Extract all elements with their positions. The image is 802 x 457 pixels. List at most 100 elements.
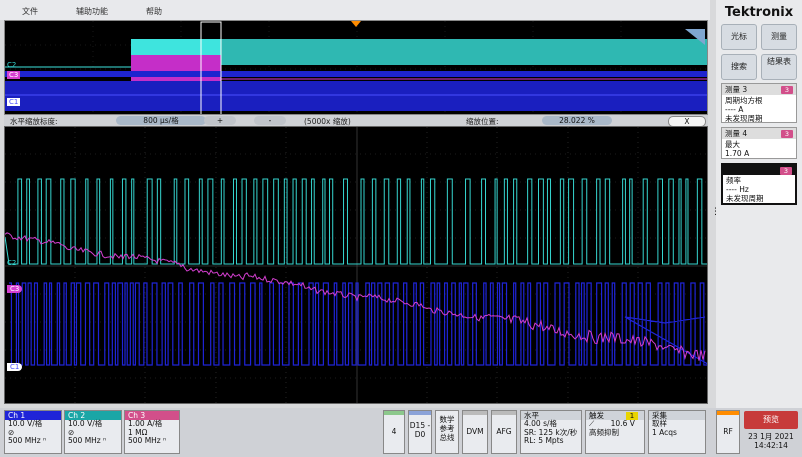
measurement-4-title: 测量 4	[722, 128, 796, 139]
ch3-coupling: 1 MΩ	[128, 427, 148, 437]
dvm-color-bar	[463, 411, 487, 415]
brand-logo: Tektronix	[724, 5, 794, 20]
measurement-5-status: 未发现周期	[726, 194, 764, 203]
ch3-bandwidth: 500 MHz ⁿ	[128, 436, 167, 445]
zoom-bar: 水平缩放标度: 800 μs/格 + - (5000x 缩放) 缩放位置: 28…	[4, 115, 708, 127]
ch1-scale: 10.0 V/格	[8, 419, 43, 428]
ch1-bandwidth: 500 MHz ⁿ	[8, 436, 47, 445]
zoom-scale-label: 水平缩放标度:	[10, 117, 58, 126]
measurement-3-type: 周期均方根	[725, 96, 763, 105]
ch1-trace	[9, 282, 707, 366]
horizontal-sample-rate: SR: 125 k次/秒	[524, 427, 578, 437]
measurement-3-value: ---- A	[725, 105, 744, 114]
ch4-button[interactable]: 4	[383, 410, 405, 454]
cursor-button[interactable]: 光标	[721, 24, 757, 50]
measurement-5-type: 频率	[726, 176, 741, 185]
ch1-badge[interactable]: Ch 1 10.0 V/格 ⊘ 500 MHz ⁿ	[4, 410, 62, 454]
side-panel-drag-handle[interactable]: ⋮	[711, 208, 720, 226]
overview-trace-svg	[5, 21, 707, 114]
digital-color-bar	[409, 411, 431, 415]
zoom-position-field[interactable]: 28.022 %	[542, 116, 612, 125]
menu-bar: 文件 辅助功能 帮助	[0, 0, 710, 20]
math-ref-bus-label: 数学 参考 总线	[439, 415, 455, 442]
trigger-source-badge: 1	[626, 412, 638, 420]
measurement-4-card[interactable]: 测量 4 3 最大 1.70 A	[721, 127, 797, 159]
menu-file[interactable]: 文件	[22, 7, 38, 16]
ch2-title: Ch 2	[65, 411, 121, 420]
ch3-scale: 1.00 A/格	[128, 419, 163, 428]
ch2-badge[interactable]: Ch 2 10.0 V/格 ⊘ 500 MHz ⁿ	[64, 410, 122, 454]
menu-utility[interactable]: 辅助功能	[76, 7, 108, 16]
ch2-bandwidth: 500 MHz ⁿ	[68, 436, 107, 445]
horizontal-scale: 4.00 s/格	[524, 419, 558, 428]
rf-button[interactable]: RF	[716, 410, 740, 454]
main-c1-tag: C1	[7, 363, 23, 371]
date-display: 23 1月 2021	[748, 432, 794, 441]
trigger-badge[interactable]: 触发 1 ⟋ 10.6 V 高频抑制	[585, 410, 645, 454]
zoom-out-button[interactable]: -	[254, 116, 286, 125]
math-ref-bus-button[interactable]: 数学 参考 总线	[435, 410, 459, 454]
results-table-button[interactable]: 结果表	[761, 54, 797, 80]
main-c2-tag: C2	[7, 259, 17, 267]
ch2-trace	[5, 178, 707, 265]
acquire-mode: 取样	[652, 419, 667, 428]
measurement-4-value: 1.70 A	[725, 149, 750, 158]
digital-button[interactable]: D15 -D0	[408, 410, 432, 454]
measurement-5-card[interactable]: 3 频率 ---- Hz 未发现周期	[721, 163, 797, 205]
search-button[interactable]: 搜索	[721, 54, 757, 80]
zoom-factor: (5000x 缩放)	[304, 117, 351, 126]
ch3-trace	[5, 232, 706, 361]
ch1-coupling: ⊘	[8, 427, 15, 437]
zoom-position-label: 缩放位置:	[466, 117, 499, 126]
trigger-mode: 高频抑制	[589, 427, 619, 437]
overview-waveform[interactable]: C2 C3 C1	[4, 20, 708, 115]
ch1-title: Ch 1	[5, 411, 61, 420]
zoom-scale-field[interactable]: 800 μs/格	[116, 116, 206, 125]
ch2-scale: 10.0 V/格	[68, 419, 103, 428]
measurement-3-title: 测量 3	[722, 84, 796, 95]
dvm-button[interactable]: DVM	[462, 410, 488, 454]
overview-c1-tag: C1	[7, 98, 21, 106]
ch3-badge[interactable]: Ch 3 1.00 A/格 1 MΩ 500 MHz ⁿ	[124, 410, 180, 454]
measurement-4-badge: 3	[781, 130, 793, 138]
measurement-4-type: 最大	[725, 140, 740, 149]
horizontal-record-length: RL: 5 Mpts	[524, 436, 564, 445]
ch3-title: Ch 3	[125, 411, 179, 420]
rf-label: RF	[723, 427, 733, 436]
acquire-title: 采集	[649, 411, 705, 420]
overview-c3-tag: C3	[7, 71, 21, 79]
ch4-label: 4	[391, 427, 397, 436]
ch2-coupling: ⊘	[68, 427, 75, 437]
time-display: 14:42:14	[754, 441, 788, 450]
horizontal-title: 水平	[521, 411, 581, 420]
main-c3-tag: C3	[7, 285, 23, 293]
digital-label: D15 -D0	[409, 421, 431, 439]
afg-label: AFG	[496, 427, 512, 436]
main-waveform[interactable]: C2 C3 C1	[4, 126, 708, 404]
overview-c2-tag: C2	[7, 61, 17, 69]
measurement-3-badge: 3	[781, 86, 793, 94]
measurement-5-badge: 3	[780, 167, 792, 175]
trigger-level: 10.6 V	[610, 419, 635, 428]
menu-help[interactable]: 帮助	[146, 7, 162, 16]
measurement-3-status: 未发现周期	[725, 114, 763, 123]
rf-color-bar	[717, 411, 739, 415]
preview-button[interactable]: 预览	[744, 411, 798, 429]
afg-color-bar	[492, 411, 516, 415]
trigger-title: 触发	[586, 411, 644, 420]
measurement-3-card[interactable]: 测量 3 3 周期均方根 ---- A 未发现周期	[721, 83, 797, 123]
dvm-label: DVM	[466, 427, 484, 436]
afg-button[interactable]: AFG	[491, 410, 517, 454]
acquire-count: 1 Acqs	[652, 427, 677, 437]
side-panel: Tektronix 光标 测量 搜索 结果表 测量 3 3 周期均方根 ----…	[716, 0, 802, 410]
horizontal-badge[interactable]: 水平 4.00 s/格 SR: 125 k次/秒 RL: 5 Mpts	[520, 410, 582, 454]
bottom-bar: Ch 1 10.0 V/格 ⊘ 500 MHz ⁿ Ch 2 10.0 V/格 …	[0, 408, 802, 457]
trigger-slope-icon: ⟋	[589, 419, 595, 428]
measurement-5-header	[723, 165, 795, 175]
measurement-5-value: ---- Hz	[726, 185, 749, 194]
zoom-in-button[interactable]: +	[204, 116, 236, 125]
measure-button[interactable]: 测量	[761, 24, 797, 50]
main-trace-svg	[5, 127, 707, 403]
ch4-color-bar	[384, 411, 404, 415]
acquire-badge[interactable]: 采集 取样 1 Acqs	[648, 410, 706, 454]
